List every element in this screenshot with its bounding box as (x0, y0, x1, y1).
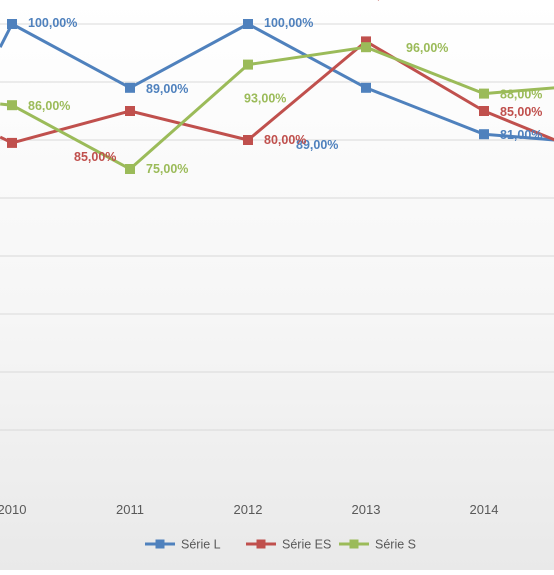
data-label: 96,00% (406, 41, 448, 55)
data-point-marker (243, 59, 253, 70)
x-tick-label: 2011 (116, 502, 144, 517)
data-label: 100,00% (264, 16, 313, 30)
series-s-rie-es (0, 36, 554, 148)
legend-marker-icon (155, 539, 165, 549)
legend-label: Série S (375, 538, 416, 552)
data-point-marker (361, 82, 371, 93)
data-point-marker (7, 137, 17, 148)
data-point-marker (125, 82, 135, 93)
gridlines (0, 23, 554, 431)
legend-marker-icon (349, 539, 359, 549)
data-point-marker (479, 106, 489, 116)
data-point-marker (479, 129, 489, 140)
data-label: 75,00% (146, 162, 188, 176)
data-labels: 100,00% 89,00% 100,00% 89,00% 81,00% 85,00% 80… (28, 0, 542, 176)
legend-marker-icon (256, 539, 266, 549)
data-label: 88,00% (500, 88, 542, 102)
x-tick-label: 2013 (352, 502, 381, 517)
series-lines (0, 19, 554, 174)
data-point-marker (125, 106, 135, 116)
x-tick-label: 2014 (470, 502, 499, 517)
data-point-marker (243, 135, 253, 145)
legend-label: Série L (181, 538, 221, 552)
data-point-marker (125, 164, 135, 174)
data-point-marker (7, 100, 17, 111)
legend-item: Série S (339, 538, 416, 552)
data-label: 93,00% (244, 92, 286, 106)
x-tick-label: 2010 (0, 502, 26, 517)
data-point-marker (361, 42, 371, 53)
legend-label: Série ES (282, 538, 331, 552)
data-label: 85,00% (500, 105, 542, 119)
data-label: 89,00% (146, 82, 188, 96)
legend-item: Série L (145, 538, 221, 552)
data-label: 100,00% (28, 16, 77, 30)
legend: Série L Série ES Série S (145, 538, 416, 552)
data-label: 85,00% (74, 150, 116, 164)
legend-item: Série ES (246, 538, 331, 552)
x-tick-label: 2012 (234, 502, 263, 517)
data-point-marker (361, 36, 371, 47)
data-label: 89,00% (296, 138, 338, 152)
series-s-rie-l (0, 19, 554, 142)
data-point-marker (479, 88, 489, 99)
data-point-marker (243, 19, 253, 29)
series-s-rie-s (0, 42, 554, 174)
data-point-marker (7, 19, 17, 29)
data-label: 86,00% (28, 99, 70, 113)
data-label: 80,00% (264, 133, 306, 147)
data-label: 81,00% (500, 128, 542, 142)
data-label: 97,00% (363, 0, 405, 1)
x-axis: 2010 2011 2012 2013 2014 (0, 502, 498, 517)
